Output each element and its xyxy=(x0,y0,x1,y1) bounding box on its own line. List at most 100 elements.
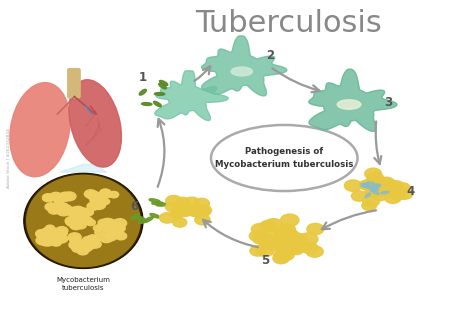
Circle shape xyxy=(391,181,403,189)
Ellipse shape xyxy=(361,183,369,185)
Circle shape xyxy=(267,240,283,251)
Circle shape xyxy=(371,184,384,192)
Circle shape xyxy=(40,237,54,246)
Ellipse shape xyxy=(139,89,146,95)
Circle shape xyxy=(101,199,109,204)
Circle shape xyxy=(259,237,274,247)
Ellipse shape xyxy=(381,191,389,194)
Circle shape xyxy=(249,231,264,241)
Ellipse shape xyxy=(154,101,161,107)
Circle shape xyxy=(166,196,182,206)
Circle shape xyxy=(70,222,82,230)
Circle shape xyxy=(71,240,83,248)
Circle shape xyxy=(100,218,115,228)
Circle shape xyxy=(77,247,89,255)
Circle shape xyxy=(71,206,85,216)
Text: Adobe Stock | #261332834: Adobe Stock | #261332834 xyxy=(6,128,10,188)
Text: 1: 1 xyxy=(138,71,146,84)
Circle shape xyxy=(99,197,107,203)
Circle shape xyxy=(66,219,77,226)
Circle shape xyxy=(173,208,187,217)
Circle shape xyxy=(193,210,206,218)
Ellipse shape xyxy=(27,175,140,266)
Circle shape xyxy=(288,244,304,255)
Circle shape xyxy=(373,191,388,201)
Circle shape xyxy=(58,192,72,201)
Circle shape xyxy=(351,191,367,201)
Circle shape xyxy=(86,239,96,245)
Circle shape xyxy=(184,197,200,207)
Circle shape xyxy=(46,203,57,210)
Ellipse shape xyxy=(138,220,149,223)
Circle shape xyxy=(359,180,374,190)
Text: 3: 3 xyxy=(384,96,392,109)
Circle shape xyxy=(256,245,274,257)
Circle shape xyxy=(50,236,62,244)
Circle shape xyxy=(365,168,382,179)
Ellipse shape xyxy=(159,83,166,89)
Circle shape xyxy=(362,201,376,210)
Circle shape xyxy=(112,224,124,232)
Ellipse shape xyxy=(156,203,167,206)
Circle shape xyxy=(371,186,386,195)
Ellipse shape xyxy=(69,80,121,167)
Circle shape xyxy=(55,230,66,238)
Circle shape xyxy=(112,222,125,231)
Ellipse shape xyxy=(366,182,375,184)
Circle shape xyxy=(51,203,63,211)
Circle shape xyxy=(70,236,80,243)
Circle shape xyxy=(84,210,93,216)
Circle shape xyxy=(365,185,382,196)
Circle shape xyxy=(52,240,61,246)
Circle shape xyxy=(57,206,71,216)
Circle shape xyxy=(370,186,386,196)
Circle shape xyxy=(378,183,393,193)
Circle shape xyxy=(277,234,296,246)
Circle shape xyxy=(260,235,279,248)
Circle shape xyxy=(104,225,115,233)
Circle shape xyxy=(278,235,293,246)
Circle shape xyxy=(366,185,380,194)
Circle shape xyxy=(43,194,53,200)
FancyBboxPatch shape xyxy=(68,69,80,98)
Circle shape xyxy=(194,198,210,209)
Circle shape xyxy=(275,228,293,240)
Ellipse shape xyxy=(371,184,379,187)
Circle shape xyxy=(76,208,86,214)
Circle shape xyxy=(273,251,288,261)
Circle shape xyxy=(264,219,283,230)
Circle shape xyxy=(87,238,99,246)
Circle shape xyxy=(36,236,50,245)
Circle shape xyxy=(53,204,67,213)
Circle shape xyxy=(62,205,72,211)
Text: Mycobacterium
tuberculosis: Mycobacterium tuberculosis xyxy=(56,276,110,291)
Circle shape xyxy=(41,228,51,235)
Ellipse shape xyxy=(365,193,371,198)
Circle shape xyxy=(160,213,175,223)
Circle shape xyxy=(260,221,276,231)
Circle shape xyxy=(53,196,63,202)
Circle shape xyxy=(113,230,122,236)
Circle shape xyxy=(74,240,83,246)
Circle shape xyxy=(36,229,48,238)
Circle shape xyxy=(57,229,67,236)
Circle shape xyxy=(380,179,396,190)
Circle shape xyxy=(52,206,63,213)
Circle shape xyxy=(69,241,81,249)
Ellipse shape xyxy=(150,214,160,218)
Circle shape xyxy=(100,189,109,195)
Circle shape xyxy=(345,180,362,191)
Circle shape xyxy=(68,233,81,242)
Circle shape xyxy=(81,216,92,224)
Circle shape xyxy=(57,203,68,210)
Ellipse shape xyxy=(131,214,139,220)
Ellipse shape xyxy=(371,186,376,191)
Circle shape xyxy=(375,185,388,193)
Circle shape xyxy=(187,204,200,212)
Circle shape xyxy=(46,225,55,231)
Circle shape xyxy=(70,222,80,228)
Circle shape xyxy=(43,194,55,202)
Ellipse shape xyxy=(231,67,252,76)
Circle shape xyxy=(48,206,60,214)
Circle shape xyxy=(281,231,297,241)
